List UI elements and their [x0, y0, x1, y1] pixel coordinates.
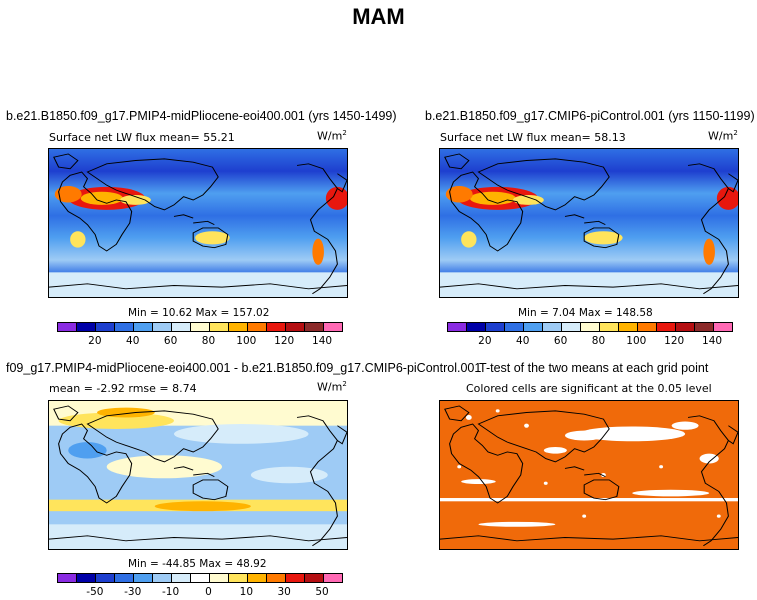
surface-lw-flux-map-picontrol: [440, 149, 738, 297]
colorbar-tick-label: 100: [236, 335, 257, 347]
map-panel-top-right: [439, 148, 739, 298]
difference-map: [49, 401, 347, 549]
map-panel-bottom-left: [48, 400, 348, 550]
colorbar-swatch: [543, 323, 562, 331]
colorbar-swatch: [714, 323, 732, 331]
colorbar-tick-label: -50: [86, 586, 104, 598]
colorbar-tick-label: 80: [201, 335, 216, 347]
colorbar-swatch: [286, 574, 305, 582]
colorbar-tick-label: 140: [312, 335, 333, 347]
colorbar-swatch: [172, 323, 191, 331]
colorbar-swatch: [191, 323, 210, 331]
ttest-significance-map: [440, 401, 738, 549]
colorbar-swatch: [324, 323, 342, 331]
colorbar-ticks-top-right: 20 40 60 80 100 120 140: [447, 335, 731, 349]
colorbar-tick-label: 80: [591, 335, 606, 347]
colorbar-tick-label: -30: [124, 586, 142, 598]
panel-title-bottom-left: f09_g17.PMIP4-midPliocene-eoi400.001 - b…: [6, 361, 482, 375]
colorbar-top-left: [57, 322, 343, 332]
colorbar-swatch: [134, 323, 153, 331]
colorbar-swatch: [267, 323, 286, 331]
colorbar-swatch: [286, 323, 305, 331]
map-panel-top-left: [48, 148, 348, 298]
colorbar-swatch: [58, 574, 77, 582]
colorbar-tick-label: 40: [126, 335, 140, 347]
colorbar-swatch: [153, 323, 172, 331]
colorbar-swatch: [153, 574, 172, 582]
panel-subtitle-bottom-left: mean = -2.92 rmse = 8.74: [49, 382, 197, 395]
units-label-bottom-left: W/m2: [317, 380, 347, 394]
colorbar-tick-label: 0: [205, 586, 212, 598]
surface-lw-flux-map-pliocene: [49, 149, 347, 297]
colorbar-swatch: [229, 574, 248, 582]
colorbar-tick-label: 10: [239, 586, 254, 598]
colorbar-tick-label: 120: [664, 335, 685, 347]
colorbar-swatch: [77, 574, 96, 582]
colorbar-bottom-left: [57, 573, 343, 583]
panel-title-bottom-right: T-test of the two means at each grid poi…: [479, 361, 709, 375]
colorbar-ticks-bottom-left: -50 -30 -10 0 10 30 50: [57, 586, 341, 600]
colorbar-tick-label: 50: [315, 586, 329, 598]
stats-top-left: Min = 10.62 Max = 157.02: [128, 307, 270, 319]
colorbar-tick-label: 30: [277, 586, 291, 598]
colorbar-swatch: [210, 323, 229, 331]
colorbar-tick-label: 40: [516, 335, 530, 347]
colorbar-swatch: [324, 574, 342, 582]
colorbar-swatch: [96, 574, 115, 582]
colorbar-swatch: [96, 323, 115, 331]
map-panel-bottom-right: [439, 400, 739, 550]
panel-subtitle-top-left: Surface net LW flux mean= 55.21: [49, 131, 235, 144]
panel-title-top-right: b.e21.B1850.f09_g17.CMIP6-piControl.001 …: [425, 109, 755, 123]
colorbar-swatch: [267, 574, 286, 582]
panel-subtitle-bottom-right: Colored cells are significant at the 0.0…: [466, 382, 712, 395]
stats-top-right: Min = 7.04 Max = 148.58: [518, 307, 653, 319]
colorbar-swatch: [248, 574, 267, 582]
colorbar-swatch: [115, 323, 134, 331]
units-label-top-left: W/m2: [317, 129, 347, 143]
colorbar-tick-label: 100: [626, 335, 647, 347]
colorbar-tick-label: 60: [553, 335, 568, 347]
colorbar-swatch: [134, 574, 153, 582]
colorbar-ticks-top-left: 20 40 60 80 100 120 140: [57, 335, 341, 349]
figure-title: MAM: [352, 4, 405, 29]
colorbar-tick-label: -10: [162, 586, 180, 598]
colorbar-top-right: [447, 322, 733, 332]
colorbar-swatch: [562, 323, 581, 331]
colorbar-swatch: [676, 323, 695, 331]
colorbar-tick-label: 20: [88, 335, 102, 347]
panel-title-top-left: b.e21.B1850.f09_g17.PMIP4-midPliocene-eo…: [6, 109, 397, 123]
colorbar-swatch: [305, 574, 324, 582]
colorbar-tick-label: 120: [274, 335, 295, 347]
colorbar-swatch: [467, 323, 486, 331]
colorbar-swatch: [191, 574, 210, 582]
colorbar-swatch: [115, 574, 134, 582]
colorbar-tick-label: 140: [702, 335, 723, 347]
colorbar-swatch: [638, 323, 657, 331]
colorbar-swatch: [58, 323, 77, 331]
panel-subtitle-top-right: Surface net LW flux mean= 58.13: [440, 131, 626, 144]
units-label-top-right: W/m2: [708, 129, 738, 143]
colorbar-swatch: [486, 323, 505, 331]
colorbar-swatch: [448, 323, 467, 331]
colorbar-swatch: [229, 323, 248, 331]
colorbar-swatch: [77, 323, 96, 331]
colorbar-swatch: [581, 323, 600, 331]
colorbar-swatch: [172, 574, 191, 582]
colorbar-swatch: [305, 323, 324, 331]
colorbar-swatch: [619, 323, 638, 331]
colorbar-swatch: [524, 323, 543, 331]
colorbar-swatch: [505, 323, 524, 331]
colorbar-swatch: [600, 323, 619, 331]
stats-bottom-left: Min = -44.85 Max = 48.92: [128, 558, 267, 570]
colorbar-swatch: [210, 574, 229, 582]
colorbar-tick-label: 20: [478, 335, 492, 347]
colorbar-swatch: [248, 323, 267, 331]
colorbar-swatch: [657, 323, 676, 331]
colorbar-swatch: [695, 323, 714, 331]
colorbar-tick-label: 60: [163, 335, 178, 347]
